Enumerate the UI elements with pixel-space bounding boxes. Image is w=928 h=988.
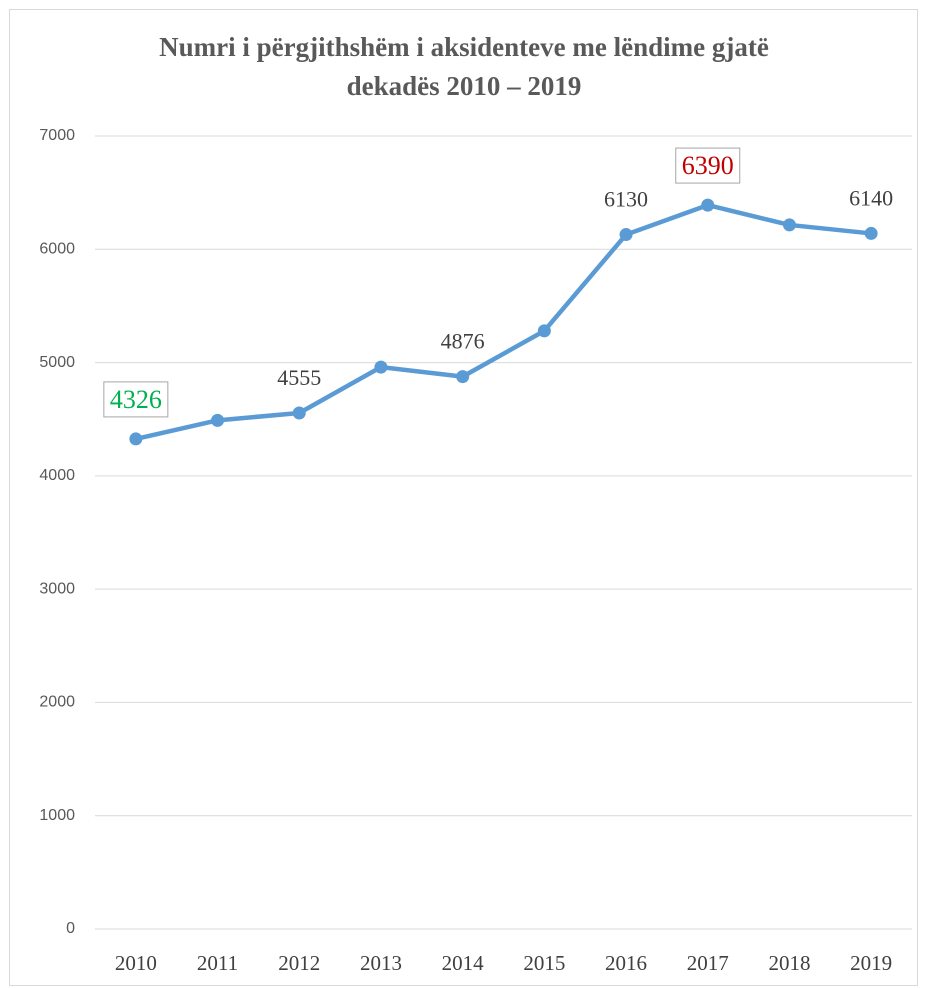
data-point [374,360,388,374]
data-label: 4555 [277,365,321,390]
x-tick-label: 2013 [360,951,402,975]
data-label: 4326 [110,385,162,414]
data-label-box [675,147,741,184]
chart-title: Numri i përgjithshëm i aksidenteve me lë… [159,32,769,62]
data-label-box [103,381,169,418]
data-label: 6140 [849,185,893,210]
y-tick-label: 2000 [39,694,75,711]
x-tick-label: 2017 [687,951,729,975]
data-point [211,413,225,427]
y-tick-label: 6000 [39,241,75,258]
data-point [782,218,796,232]
data-label: 4876 [441,329,485,354]
data-label: 6130 [604,187,648,212]
x-tick-label: 2019 [850,951,892,975]
data-point [456,370,470,384]
y-tick-label: 5000 [39,354,75,371]
data-point [537,324,551,338]
x-tick-label: 2011 [197,951,238,975]
y-tick-label: 7000 [39,127,75,144]
data-line [135,202,872,442]
data-label: 6390 [682,151,734,180]
x-tick-label: 2010 [115,951,157,975]
data-point [701,198,715,212]
y-tick-label: 1000 [39,807,75,824]
x-tick-label: 2015 [523,951,565,975]
x-tick-label: 2018 [768,951,810,975]
data-point [292,406,306,420]
data-point [619,228,633,242]
y-tick-label: 4000 [39,467,75,484]
x-tick-label: 2014 [442,951,485,975]
x-tick-label: 2012 [278,951,320,975]
x-tick-label: 2016 [605,951,647,975]
chart-title: dekadës 2010 – 2019 [347,71,582,101]
y-tick-label: 3000 [39,580,75,597]
chart-border [9,9,918,986]
data-point [129,432,143,446]
data-point [864,226,878,240]
y-tick-label: 0 [66,920,75,937]
